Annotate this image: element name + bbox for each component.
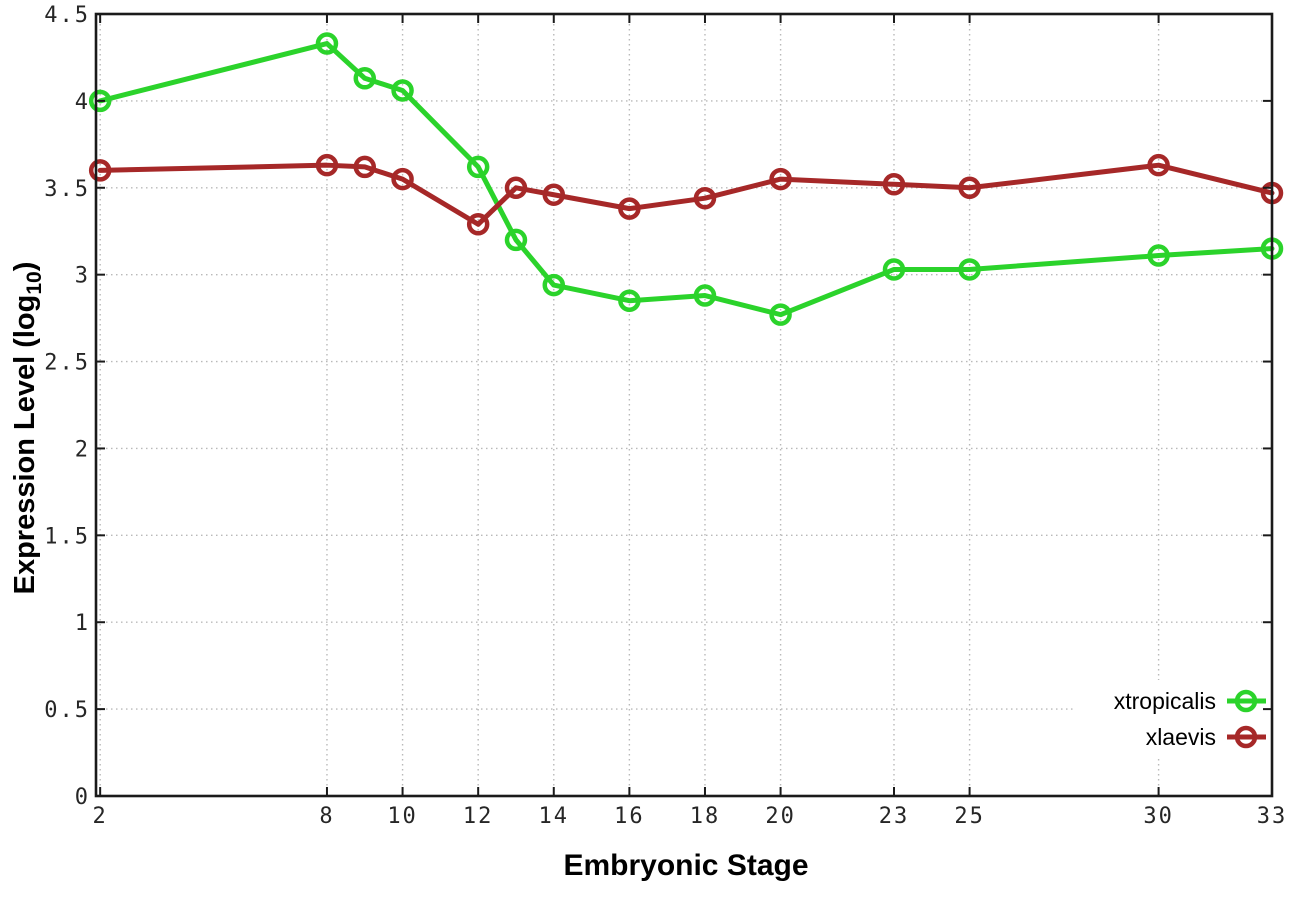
gridlines [96, 13, 1273, 797]
data-point-xlaevis [88, 159, 112, 182]
data-point-xlaevis [693, 186, 717, 210]
x-tick-label: 14 [539, 804, 570, 829]
legend: xtropicalis xlaevis [1114, 688, 1266, 750]
legend-entry-xtropicalis: xtropicalis [1114, 688, 1266, 714]
data-point-xtropicalis [466, 155, 490, 179]
y-tick-label: 0.5 [44, 698, 90, 723]
series-line-xlaevis [97, 162, 1275, 227]
x-tick-label: 23 [879, 804, 910, 829]
data-point-xlaevis [466, 213, 490, 236]
series-line-xtropicalis [97, 41, 1275, 318]
y-tick-label: 4.5 [44, 3, 90, 28]
x-tick-label: 30 [1143, 804, 1174, 829]
data-point-xtropicalis [882, 258, 906, 281]
data-point-xtropicalis [353, 67, 377, 90]
legend-marker-icon [1234, 689, 1258, 713]
data-point-xtropicalis [769, 303, 792, 326]
data-point-xtropicalis [1147, 244, 1170, 267]
y-tick-label: 2 [75, 437, 90, 462]
y-tick-labels: 0 0.5 1 1.5 2 2.5 3 3.5 4 4.5 [44, 3, 90, 810]
data-point-xlaevis [618, 197, 641, 220]
y-tick-label: 3.5 [44, 177, 90, 202]
data-point-xlaevis [391, 167, 414, 191]
y-tick-label: 4 [75, 90, 90, 115]
x-tick-label: 33 [1257, 804, 1288, 829]
x-tick-label: 20 [765, 804, 796, 829]
data-point-xlaevis [1147, 153, 1170, 177]
y-tick-label: 1 [75, 611, 90, 636]
x-tick-label: 10 [387, 804, 418, 829]
legend-entry-xlaevis: xlaevis [1146, 724, 1266, 750]
x-tick-label: 12 [463, 804, 494, 829]
x-tick-label: 25 [954, 804, 985, 829]
legend-label: xlaevis [1146, 724, 1216, 750]
x-axis-title: Embryonic Stage [563, 849, 808, 882]
legend-label: xtropicalis [1114, 688, 1216, 714]
data-point-xlaevis [958, 176, 981, 200]
legend-marker-icon [1234, 725, 1258, 749]
x-tick-label: 16 [614, 804, 645, 829]
data-point-xtropicalis [504, 228, 528, 252]
data-point-xtropicalis [315, 32, 339, 55]
y-tick-label: 1.5 [44, 524, 90, 549]
tick-marks [96, 13, 1273, 797]
x-tick-labels: 2 8 10 12 14 16 18 20 23 25 30 33 [93, 804, 1288, 829]
y-tick-label: 2.5 [44, 351, 90, 376]
data-point-xtropicalis [958, 258, 981, 281]
data-point-xtropicalis [542, 273, 566, 297]
series-xlaevis [88, 153, 1284, 236]
data-point-xlaevis [504, 176, 528, 200]
y-axis-title: Expression Level (log10) [9, 262, 46, 595]
data-point-xlaevis [769, 167, 792, 191]
data-point-xtropicalis [88, 89, 112, 113]
data-point-xtropicalis [693, 284, 717, 307]
data-point-xlaevis [315, 153, 339, 177]
series-xtropicalis [88, 32, 1284, 326]
y-tick-label: 3 [75, 264, 90, 289]
data-point-xtropicalis [391, 79, 414, 102]
data-point-xlaevis [542, 183, 566, 206]
data-point-xtropicalis [618, 289, 641, 312]
data-point-xlaevis [353, 155, 377, 179]
y-tick-label: 0 [75, 785, 90, 810]
x-tick-label: 18 [690, 804, 721, 829]
plot-border [94, 12, 1274, 798]
data-point-xlaevis [882, 173, 906, 196]
x-tick-label: 2 [93, 804, 108, 829]
x-tick-label: 8 [319, 804, 334, 829]
legend-box [1076, 680, 1270, 758]
